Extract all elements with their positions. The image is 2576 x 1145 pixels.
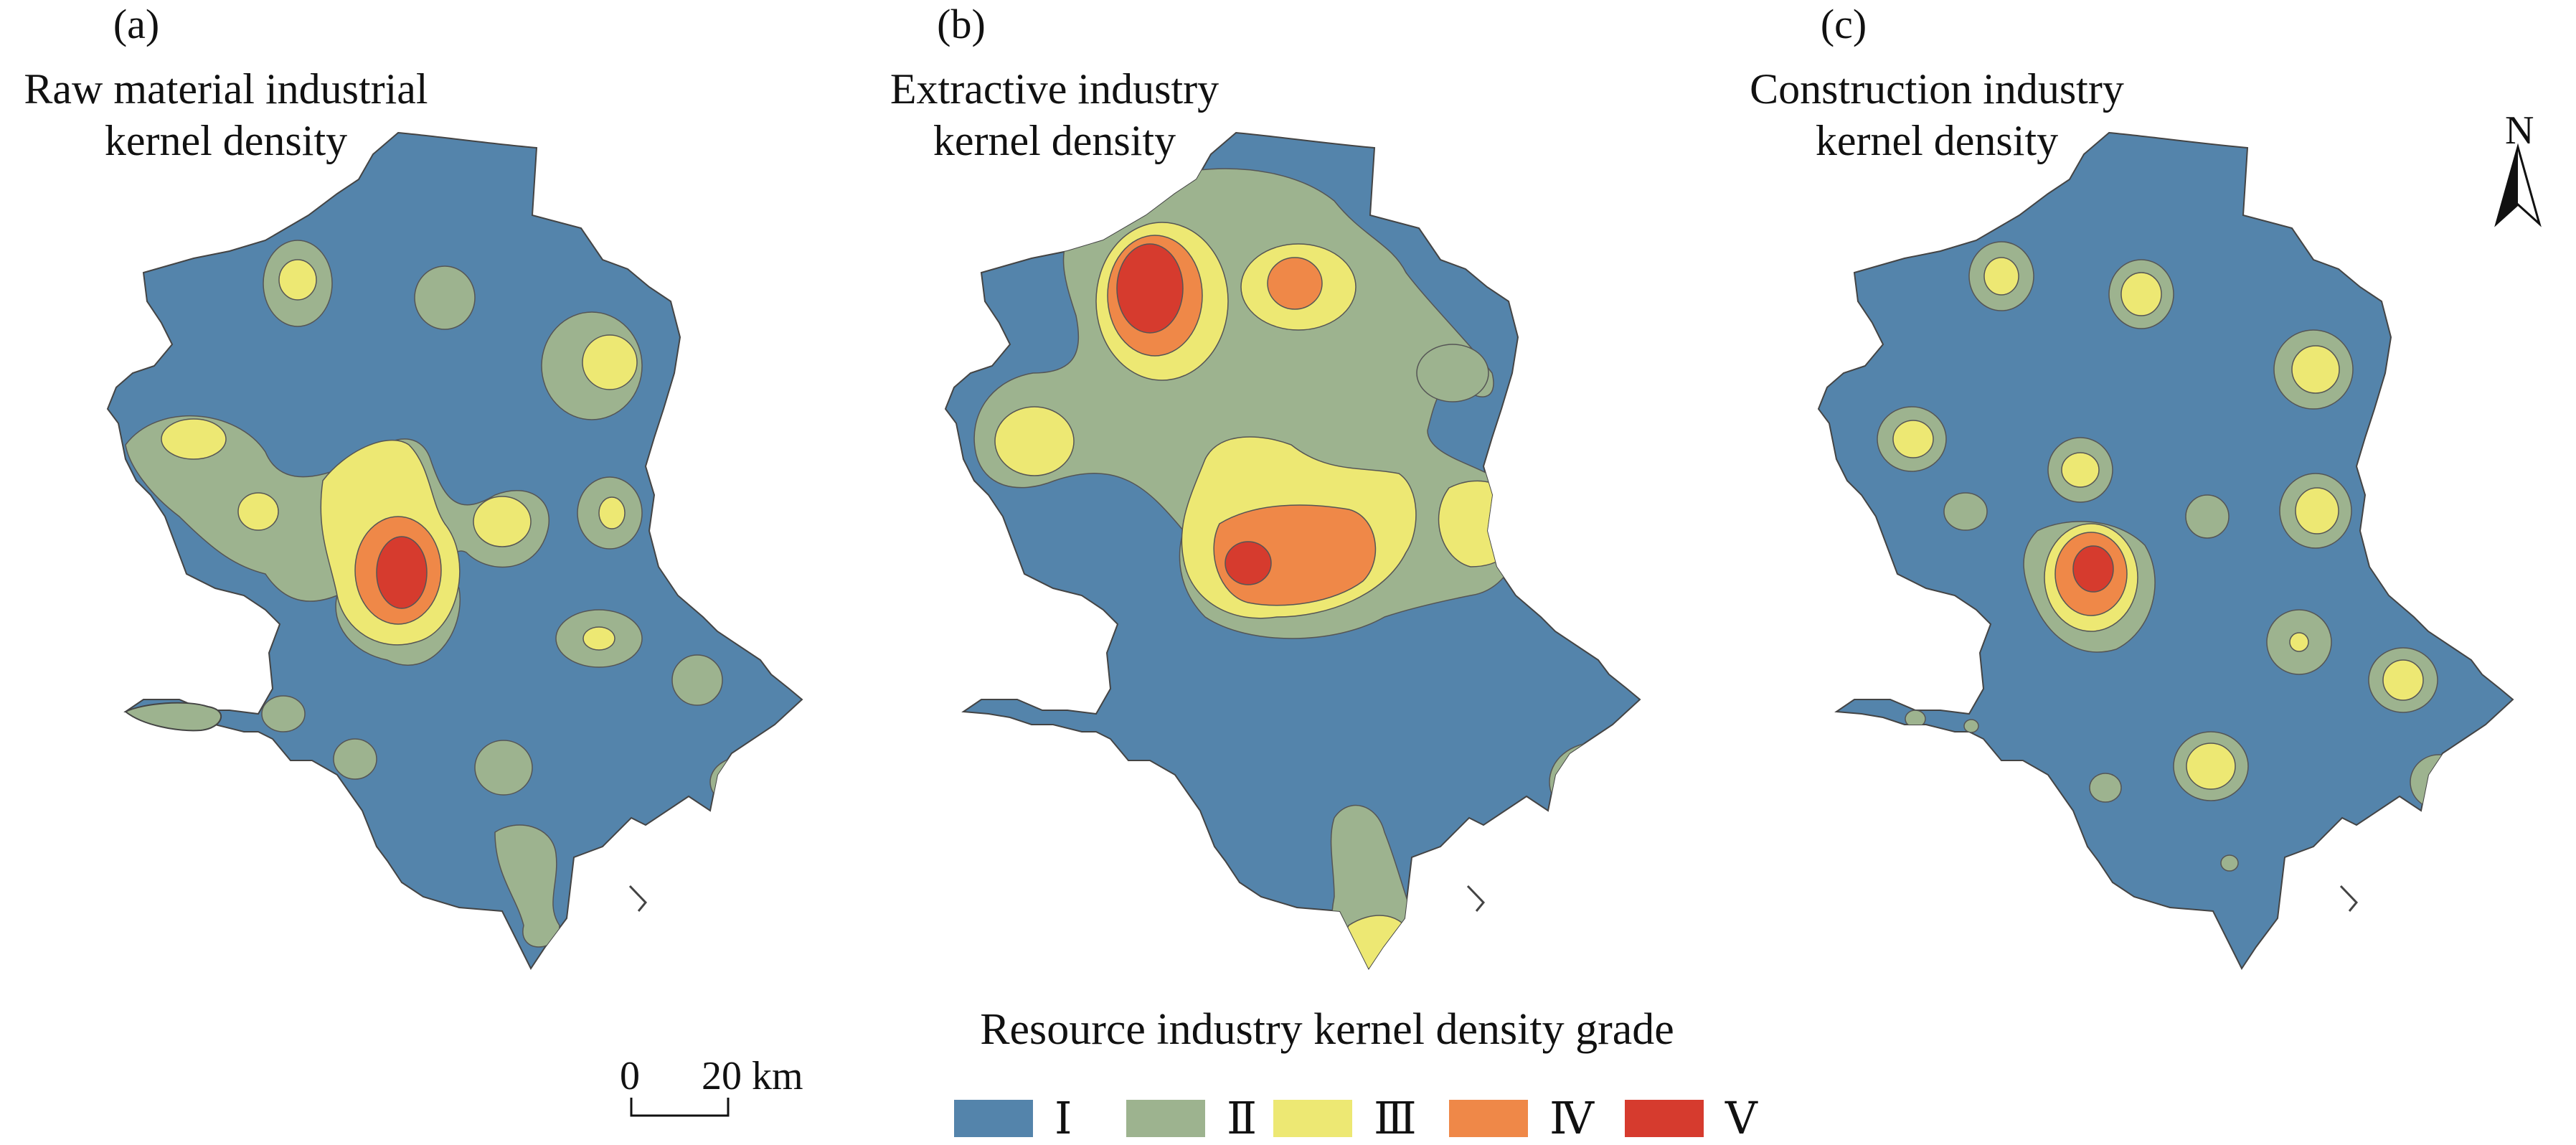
- panel-b-letter: (b): [937, 1, 986, 47]
- legend-label-grade-3: Ⅲ: [1374, 1095, 1417, 1144]
- legend-item-grade-1: Ⅰ: [954, 1092, 1072, 1145]
- density-zones-b: [973, 168, 1640, 969]
- north-label: N: [2505, 108, 2534, 153]
- scale-bar-zero: 0: [620, 1054, 640, 1098]
- panel-c-title: Construction industry kernel density: [1722, 63, 2152, 166]
- legend-swatch-grade-3: [1273, 1100, 1352, 1137]
- legend-swatch-grade-4: [1449, 1100, 1528, 1137]
- legend-item-grade-2: Ⅱ: [1126, 1092, 1257, 1145]
- legend-item-grade-3: Ⅲ: [1273, 1092, 1417, 1145]
- map-extractive: [945, 132, 1641, 969]
- panel-a-title: Raw material industrial kernel density: [0, 63, 452, 166]
- panel-c-title-line2: kernel density: [1815, 117, 2059, 164]
- legend-label-grade-4: Ⅳ: [1549, 1095, 1594, 1144]
- map-construction: [1818, 132, 2514, 969]
- region-base: [1818, 132, 2514, 969]
- legend-item-grade-5: Ⅴ: [1625, 1092, 1758, 1145]
- legend-swatch-grade-1: [954, 1100, 1033, 1137]
- legend-swatch-grade-5: [1625, 1100, 1704, 1137]
- legend-title: Resource industry kernel density grade: [980, 1005, 1674, 1054]
- panel-a-title-line1: Raw material industrial: [24, 65, 428, 113]
- density-zones-a: [125, 240, 775, 948]
- legend-label-grade-1: Ⅰ: [1055, 1095, 1072, 1144]
- panel-a-letter: (a): [113, 1, 160, 47]
- legend-swatch-grade-2: [1126, 1100, 1205, 1137]
- panel-c-title-line1: Construction industry: [1750, 65, 2124, 113]
- scale-bar-value: 20 km: [702, 1054, 803, 1098]
- panel-b-title: Extractive industry kernel density: [854, 63, 1255, 166]
- legend-label-grade-2: Ⅱ: [1227, 1095, 1258, 1144]
- panel-b-title-line1: Extractive industry: [890, 65, 1219, 113]
- density-zones-c: [1877, 241, 2468, 872]
- map-raw-material: [107, 132, 803, 969]
- panel-c-letter: (c): [1820, 1, 1867, 47]
- panel-a-title-line2: kernel density: [104, 117, 348, 164]
- legend-item-grade-4: Ⅳ: [1449, 1092, 1594, 1145]
- legend-label-grade-5: Ⅴ: [1725, 1095, 1758, 1144]
- scale-bar-line: [630, 1098, 730, 1117]
- panel-b-title-line2: kernel density: [933, 117, 1176, 164]
- north-arrow-icon: [2494, 143, 2542, 227]
